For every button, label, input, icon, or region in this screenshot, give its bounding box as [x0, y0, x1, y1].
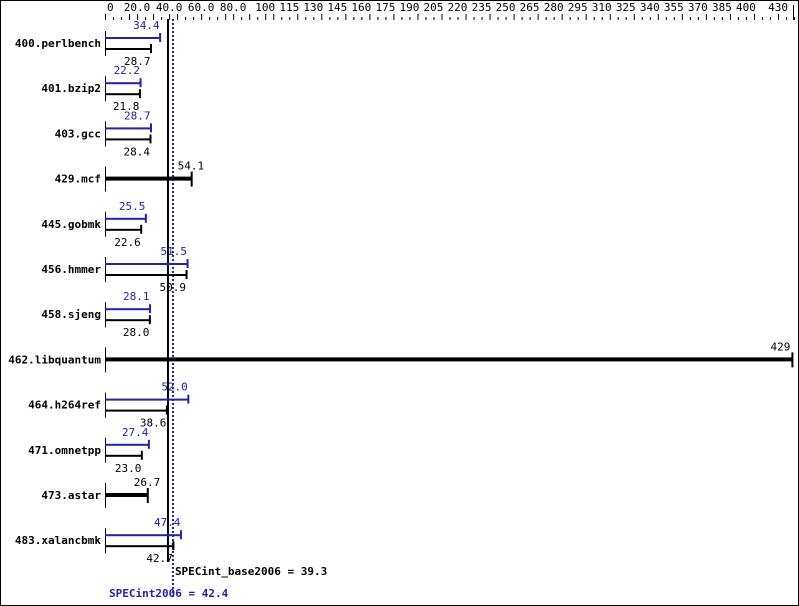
peak-bar	[105, 443, 149, 446]
base-bar	[105, 493, 148, 497]
base-value-label: 54.1	[178, 160, 205, 173]
base-value-label: 38.6	[140, 417, 167, 430]
base-value-label: 42.7	[146, 552, 173, 565]
x-tick-label: 145	[327, 1, 347, 14]
x-tick-label: 100	[255, 1, 275, 14]
base-bar	[105, 48, 151, 50]
peak-value-label: 47.4	[154, 516, 181, 529]
base-value-label: 21.8	[113, 100, 140, 113]
base-bar	[105, 228, 142, 231]
category-label: 400.perlbench	[15, 37, 101, 50]
x-tick-label: 205	[424, 1, 444, 14]
peak-bar	[105, 398, 189, 401]
base-value-label: 23.0	[115, 462, 142, 475]
base-bar	[105, 319, 150, 322]
category-label: 464.h264ref	[28, 399, 101, 412]
base-value-label: 28.7	[124, 55, 151, 68]
base-bar	[105, 138, 151, 141]
peak-value-label: 25.5	[119, 200, 146, 213]
category-label: 445.gobmk	[41, 218, 101, 231]
x-tick-label: 265	[520, 1, 540, 14]
base-value-label: 22.6	[114, 236, 141, 249]
category-label: 429.mcf	[55, 173, 101, 186]
peak-value-label: 51.5	[161, 245, 188, 258]
base-bar	[105, 409, 167, 412]
peak-value-label: 34.4	[133, 19, 160, 32]
x-tick-label: 280	[544, 1, 564, 14]
peak-value-label: 52.0	[161, 381, 188, 394]
base-value-label: 429	[771, 340, 791, 353]
x-tick-label: 235	[472, 1, 492, 14]
category-label: 401.bzip2	[41, 82, 101, 95]
x-tick-label: 370	[688, 1, 708, 14]
x-tick-label: 220	[448, 1, 468, 14]
base-value-label: 28.0	[123, 326, 149, 339]
x-tick-label: 430	[768, 1, 788, 14]
base-bar	[105, 545, 174, 548]
peak-bar	[105, 308, 151, 311]
x-tick-label: 0	[107, 1, 114, 14]
peak-bar	[105, 534, 181, 537]
x-tick-label: 40.0	[156, 1, 183, 14]
base-bar	[105, 176, 192, 181]
category-label: 456.hmmer	[41, 263, 101, 276]
x-tick-label: 250	[496, 1, 516, 14]
x-tick-label: 310	[592, 1, 612, 14]
x-tick-label: 20.0	[124, 1, 151, 14]
x-tick-label: 355	[664, 1, 684, 14]
peak-value-label: 28.1	[123, 290, 150, 303]
base-value-label: 50.9	[160, 281, 187, 294]
peak-reference-label: SPECint2006 = 42.4	[109, 587, 229, 600]
x-tick-label: 175	[375, 1, 395, 14]
x-tick-label: 340	[640, 1, 660, 14]
x-tick-label: 400	[736, 1, 756, 14]
category-label: 458.sjeng	[41, 308, 101, 321]
x-tick-label: 115	[279, 1, 299, 14]
category-label: 471.omnetpp	[28, 444, 101, 457]
x-tick-label: 385	[712, 1, 732, 14]
base-bar	[105, 454, 142, 457]
base-value-label: 26.7	[134, 476, 161, 489]
peak-bar	[105, 217, 146, 220]
base-bar	[105, 93, 140, 96]
category-label: 462.libquantum	[8, 353, 101, 366]
category-label: 473.astar	[41, 489, 101, 502]
base-bar	[105, 357, 793, 362]
base-value-label: 28.4	[124, 145, 151, 158]
peak-bar	[105, 82, 141, 85]
x-tick-label: 325	[616, 1, 636, 14]
x-tick-label: 160	[351, 1, 371, 14]
x-tick-label: 80.0	[220, 1, 247, 14]
peak-value-label: 27.4	[122, 426, 149, 439]
peak-bar	[105, 37, 161, 39]
x-tick-label: 60.0	[188, 1, 215, 14]
peak-bar	[105, 263, 188, 265]
base-reference-label: SPECint_base2006 = 39.3	[175, 565, 327, 578]
x-tick-label: 190	[400, 1, 420, 14]
x-tick-label: 295	[568, 1, 588, 14]
x-tick-label: 130	[303, 1, 323, 14]
peak-bar	[105, 127, 151, 130]
category-label: 403.gcc	[55, 127, 101, 140]
peak-value-label: 22.2	[114, 64, 141, 77]
base-bar	[105, 274, 187, 276]
category-label: 483.xalancbmk	[15, 534, 101, 547]
peak-value-label: 28.7	[124, 109, 151, 122]
